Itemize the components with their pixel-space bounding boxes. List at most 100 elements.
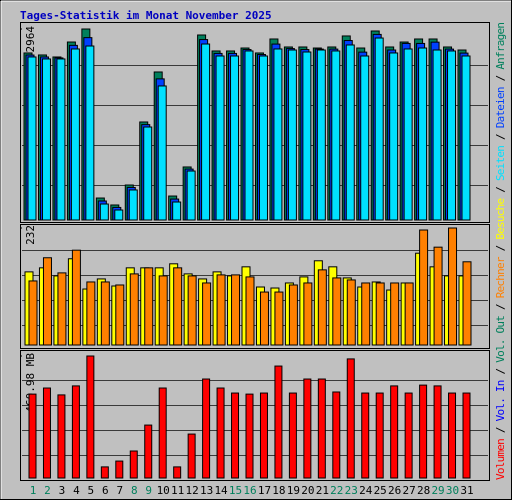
bar — [448, 392, 457, 479]
bar — [374, 37, 384, 221]
legend-entry: Vol. Out — [494, 315, 507, 363]
bar — [288, 284, 298, 346]
bar — [419, 229, 429, 346]
x-tick-label: 16 — [243, 484, 256, 497]
bar — [259, 291, 269, 346]
x-tick-label: 11 — [171, 484, 184, 497]
legend-entry: Seiten — [494, 145, 507, 181]
x-tick-label: 21 — [316, 484, 329, 497]
legend-entry: Volumen — [494, 438, 507, 480]
bar — [216, 274, 226, 346]
y-tick-label: 2964 — [24, 26, 37, 53]
x-tick-label: 7 — [116, 484, 123, 497]
bar — [447, 50, 457, 221]
bar — [28, 393, 37, 479]
bar — [418, 47, 428, 221]
bar — [390, 282, 400, 346]
x-tick-label: 15 — [229, 484, 242, 497]
bar — [389, 52, 399, 221]
bar — [287, 49, 297, 221]
legend-entry: Dateien — [494, 86, 507, 128]
legend-separator: / — [494, 69, 507, 87]
x-tick-label: 23 — [345, 484, 358, 497]
bar — [86, 281, 96, 346]
bar — [360, 55, 370, 221]
bar — [144, 267, 154, 346]
bar — [187, 275, 197, 346]
bar — [432, 49, 442, 221]
x-tick-label: 6 — [102, 484, 109, 497]
bar — [403, 48, 413, 221]
bar — [28, 280, 38, 346]
x-tick-label: 12 — [186, 484, 199, 497]
bar — [100, 466, 109, 479]
bar — [302, 51, 312, 221]
y-tick-label: 232 — [24, 225, 37, 245]
bar — [346, 279, 356, 346]
bar — [462, 392, 471, 479]
bar — [375, 392, 384, 479]
bar — [158, 275, 168, 346]
x-tick-label: 31 — [460, 484, 473, 497]
bar — [56, 58, 66, 221]
bar — [115, 284, 125, 346]
bar — [215, 55, 225, 221]
x-tick-label: 10 — [157, 484, 170, 497]
x-tick-label: 17 — [258, 484, 271, 497]
bar — [231, 392, 240, 479]
bar — [85, 45, 95, 221]
bar — [71, 249, 81, 346]
bar — [288, 392, 297, 479]
x-tick-label: 19 — [287, 484, 300, 497]
bar — [86, 355, 95, 479]
x-tick-label: 8 — [131, 484, 138, 497]
x-tick-label: 20 — [301, 484, 314, 497]
x-tick-label: 18 — [272, 484, 285, 497]
x-tick-label: 26 — [388, 484, 401, 497]
bar — [201, 43, 211, 221]
bar — [157, 85, 167, 221]
bar — [404, 282, 414, 346]
bar — [231, 274, 241, 346]
x-tick-label: 28 — [417, 484, 430, 497]
bar — [230, 55, 240, 221]
x-tick-label: 27 — [403, 484, 416, 497]
bar — [433, 246, 443, 346]
bar — [419, 384, 428, 479]
x-tick-label: 4 — [73, 484, 80, 497]
bar — [361, 392, 370, 479]
bar — [361, 282, 371, 346]
bar — [41, 58, 51, 221]
x-tick-label: 13 — [200, 484, 213, 497]
bar — [57, 272, 67, 346]
bar — [317, 378, 326, 479]
legend-separator: / — [494, 180, 507, 198]
bar — [345, 44, 355, 221]
bar — [202, 282, 212, 346]
x-tick-label: 1 — [30, 484, 37, 497]
legend: Volumen / Vol. In / Vol. Out / Rechner /… — [494, 22, 507, 480]
bar — [461, 55, 471, 221]
x-tick-label: 24 — [359, 484, 373, 497]
bar — [144, 424, 153, 479]
legend-separator: / — [494, 421, 507, 439]
bar — [317, 269, 327, 346]
bar — [332, 391, 341, 479]
bar — [245, 393, 254, 479]
bar — [462, 261, 472, 346]
bar — [42, 387, 51, 479]
x-tick-label: 9 — [145, 484, 152, 497]
x-tick-label: 29 — [431, 484, 444, 497]
legend-separator: / — [494, 128, 507, 146]
bar — [186, 170, 196, 221]
bar — [316, 49, 326, 221]
legend-entry: Vol. In — [494, 380, 507, 422]
bar — [115, 460, 124, 479]
bar — [258, 55, 268, 221]
x-tick-label: 25 — [374, 484, 387, 497]
legend-entry: Besuche — [494, 198, 507, 240]
bar — [172, 201, 182, 221]
bar — [303, 378, 312, 479]
bar — [173, 267, 183, 346]
